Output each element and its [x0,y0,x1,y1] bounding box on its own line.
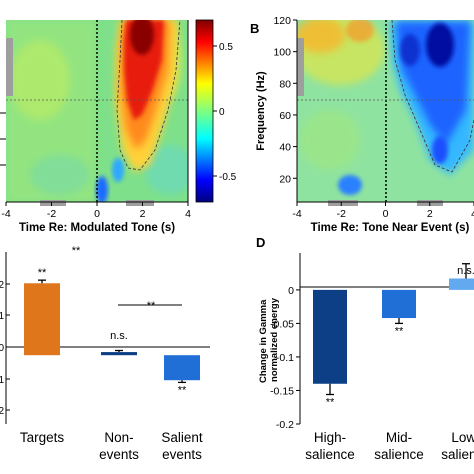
panel-b-left-marker [297,38,304,96]
panel-b-gray-bar [328,200,358,206]
x-tick-label: 4 [185,208,191,220]
panel-a-left-marker [6,38,13,96]
y-tick-label: 0 [0,343,4,354]
panel-d: D Change in Gamma normalized energy 0 -0.… [256,235,474,462]
x-tick-label: 0 [94,208,100,220]
category-label: Salient [161,430,203,445]
x-tick-label: -2 [337,208,346,220]
panel-c-top-label: ** [72,245,81,257]
bar [24,283,60,356]
category-label: High- [314,430,346,445]
x-tick-label: -2 [47,208,56,220]
panel-b-xlabel: Time Re: Tone Near Event (s) [311,222,470,234]
category-label: Mid- [386,430,412,445]
y-tick-label: 1 [0,311,4,322]
bar [164,355,200,381]
y-tick-label: 60 [279,110,291,122]
significance-label: ** [395,325,404,337]
bar [313,289,347,384]
x-tick-label: -4 [1,208,10,220]
y-tick-label: 0 [288,285,294,297]
significance-label: ** [38,267,47,279]
y-tick-label: -0.1 [276,352,294,364]
y-tick-label: 40 [279,142,291,154]
y-tick-label: 120 [273,15,291,27]
category-label: Targets [20,430,65,445]
category-label: Low- [451,430,474,445]
category-label: salience [374,447,424,462]
colorbar-gradient [195,19,214,203]
panel-c-bracket-label: ** [147,300,156,312]
y-tick-label: 20 [279,173,291,185]
x-tick-label: 4 [471,208,474,220]
x-tick-label: -4 [292,208,301,220]
y-tick-label: 1 [0,375,4,386]
colorbar: 0.5 0 -0.5 [195,19,237,203]
panel-b-heatmap [297,20,474,202]
panel-c: 2 1 0 1 2 ** n.s. ** Targets Non-events Salient e… [0,245,210,462]
colorbar-tick-label: -0.5 [219,172,237,183]
x-tick-label: 0 [383,208,389,220]
panel-d-label: D [256,235,265,250]
panel-d-ylabel: Change in Gamma normalized energy [258,297,280,383]
panel-a: -4 -2 0 2 4 Time Re: Modulated Tone (s) [0,20,191,234]
y-tick-label: -0.05 [270,318,294,330]
bar [101,352,137,356]
bar [382,289,416,319]
panel-a-gray-bar [126,200,154,206]
significance-label: ** [178,384,187,396]
significance-label: ** [326,396,335,408]
panel-a-xlabel: Time Re: Modulated Tone (s) [19,222,175,234]
x-tick-label: 2 [427,208,433,220]
colorbar-tick-label: 0.5 [219,42,233,53]
category-label: salience [441,447,474,462]
significance-label: n.s. [110,330,128,342]
panel-b-label: B [250,21,259,36]
y-tick-label: -0.2 [276,419,294,431]
x-tick-label: 2 [140,208,146,220]
significance-label: n.s. [457,265,474,277]
colorbar-tick-label: 0 [219,107,225,118]
y-tick-label: 2 [0,280,4,291]
category-label: Non- [104,430,133,445]
panel-a-gray-bar [40,200,66,206]
category-label: events [99,447,139,462]
category-label: events [162,447,202,462]
panel-b-ylabel: Frequency (Hz) [255,71,267,151]
y-tick-label: 100 [273,47,291,59]
bar [449,278,474,290]
y-tick-label: -0.15 [270,385,294,397]
category-label: salience [305,447,355,462]
y-tick-label: 80 [279,78,291,90]
panel-a-heatmap [6,20,188,202]
y-tick-label: 2 [0,406,4,417]
